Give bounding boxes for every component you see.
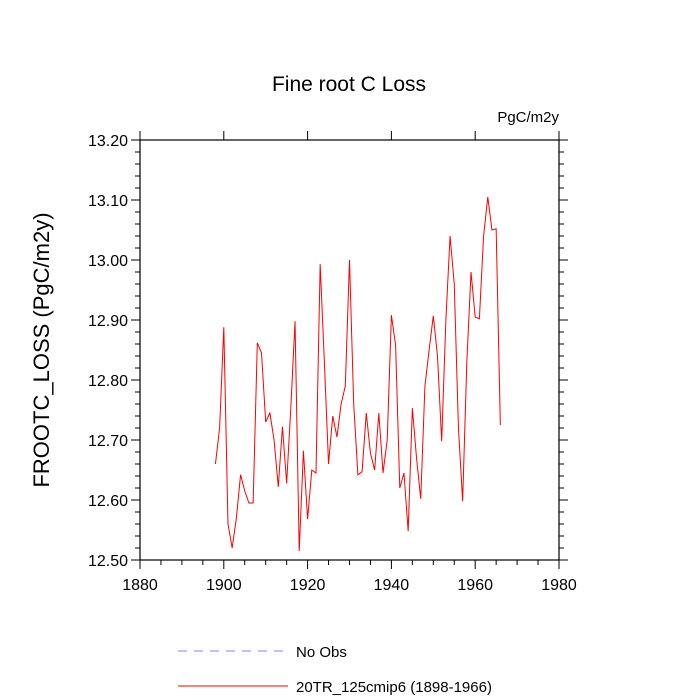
legend-label: No Obs <box>296 644 347 661</box>
y-tick-label: 12.70 <box>88 433 128 450</box>
series-line <box>214 196 501 552</box>
x-tick-label: 1880 <box>122 577 158 594</box>
plot-frame <box>139 139 560 561</box>
x-tick-label: 1960 <box>457 577 493 594</box>
x-tick-label: 1980 <box>541 577 577 594</box>
y-tick-label: 13.10 <box>88 193 128 210</box>
chart-title: Fine root C Loss <box>272 73 426 96</box>
y-axis-label: FROOTC_LOSS (PgC/m2y) <box>29 212 54 487</box>
units-label: PgC/m2y <box>497 109 559 126</box>
y-tick-label: 12.60 <box>88 493 128 510</box>
y-tick-label: 13.20 <box>88 133 128 150</box>
y-tick-label: 13.00 <box>88 253 128 270</box>
y-axis-ticks: 12.50 12.60 12.70 12.80 12.90 13.00 13.10 13.20 <box>88 133 568 570</box>
x-tick-label: 1920 <box>290 577 326 594</box>
x-tick-label: 1900 <box>206 577 242 594</box>
y-tick-label: 12.80 <box>88 373 128 390</box>
y-tick-label: 12.50 <box>88 553 128 570</box>
series-layer <box>214 196 501 552</box>
legend-label: 20TR_125cmip6 (1898-1966) <box>296 679 492 696</box>
y-tick-label: 12.90 <box>88 313 128 330</box>
x-tick-label: 1940 <box>374 577 410 594</box>
x-axis-ticks: 1880 1900 1920 1940 1960 1980 <box>122 131 577 594</box>
legend: No Obs 20TR_125cmip6 (1898-1966) <box>178 644 492 696</box>
